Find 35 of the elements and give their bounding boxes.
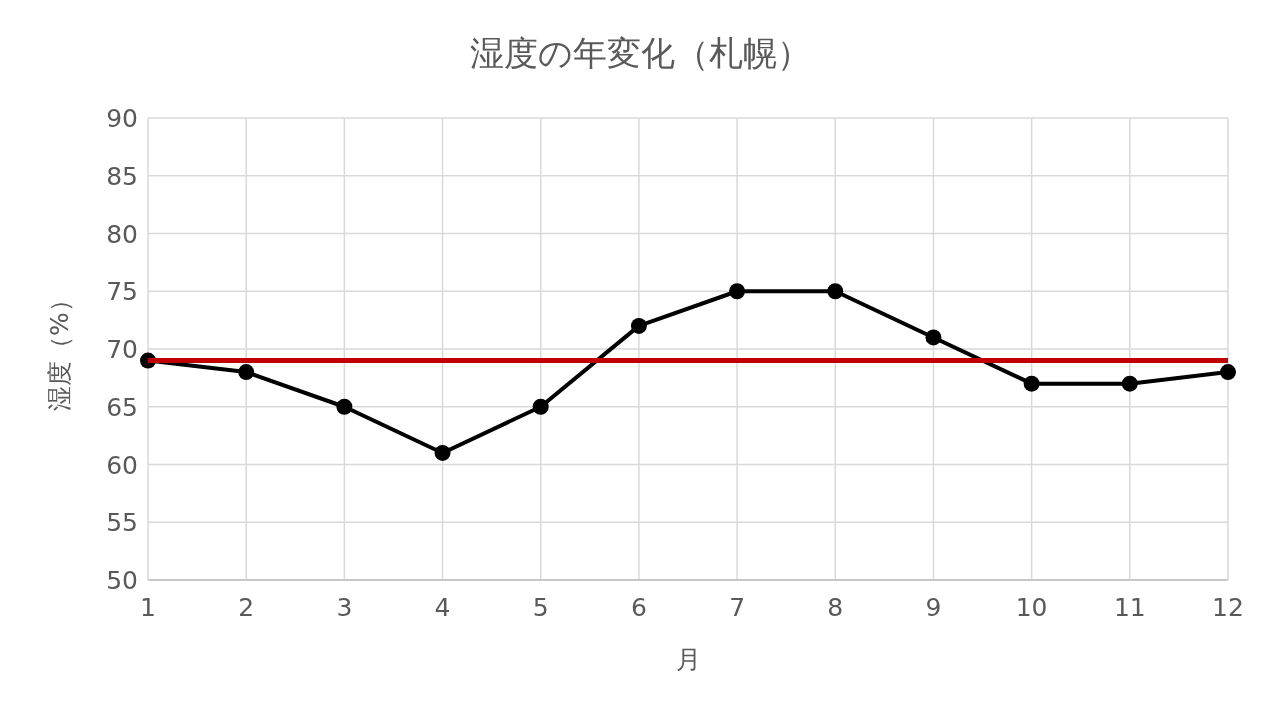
y-tick-label: 55: [106, 508, 138, 538]
x-tick-label: 11: [1113, 593, 1146, 622]
x-tick-label: 9: [925, 593, 942, 622]
point: [336, 398, 353, 415]
chart-title: 湿度の年変化（札幌）: [469, 33, 811, 73]
x-tick-label: 8: [827, 593, 844, 622]
y-tick-label: 75: [106, 277, 138, 307]
x-axis-title: 月: [675, 645, 701, 674]
y-tick-label: 80: [106, 219, 138, 249]
x-tick-label: 10: [1015, 593, 1048, 622]
y-axis-title: 湿度（%）: [45, 287, 74, 411]
x-tick-label: 12: [1212, 593, 1244, 622]
x-tick-label: 4: [434, 593, 451, 622]
point: [1121, 375, 1138, 392]
y-tick-label: 85: [106, 161, 138, 191]
x-tick-label: 7: [729, 593, 746, 622]
y-tick-label: 90: [106, 104, 138, 133]
point: [925, 329, 942, 346]
point: [1220, 364, 1236, 381]
point: [532, 398, 549, 415]
point: [238, 364, 255, 381]
point: [434, 444, 451, 461]
point: [827, 283, 844, 300]
x-tick-label: 1: [140, 593, 156, 622]
point: [1023, 375, 1040, 392]
y-tick-label: 70: [106, 335, 138, 364]
y-tick-label: 60: [106, 450, 138, 480]
point: [630, 317, 647, 334]
point: [729, 283, 746, 300]
x-tick-label: 2: [238, 593, 255, 622]
x-tick-label: 5: [532, 593, 549, 622]
x-tick-label: 3: [336, 593, 353, 622]
y-tick-label: 65: [106, 392, 138, 422]
y-tick-label: 50: [106, 566, 138, 595]
x-tick-label: 6: [630, 593, 647, 622]
